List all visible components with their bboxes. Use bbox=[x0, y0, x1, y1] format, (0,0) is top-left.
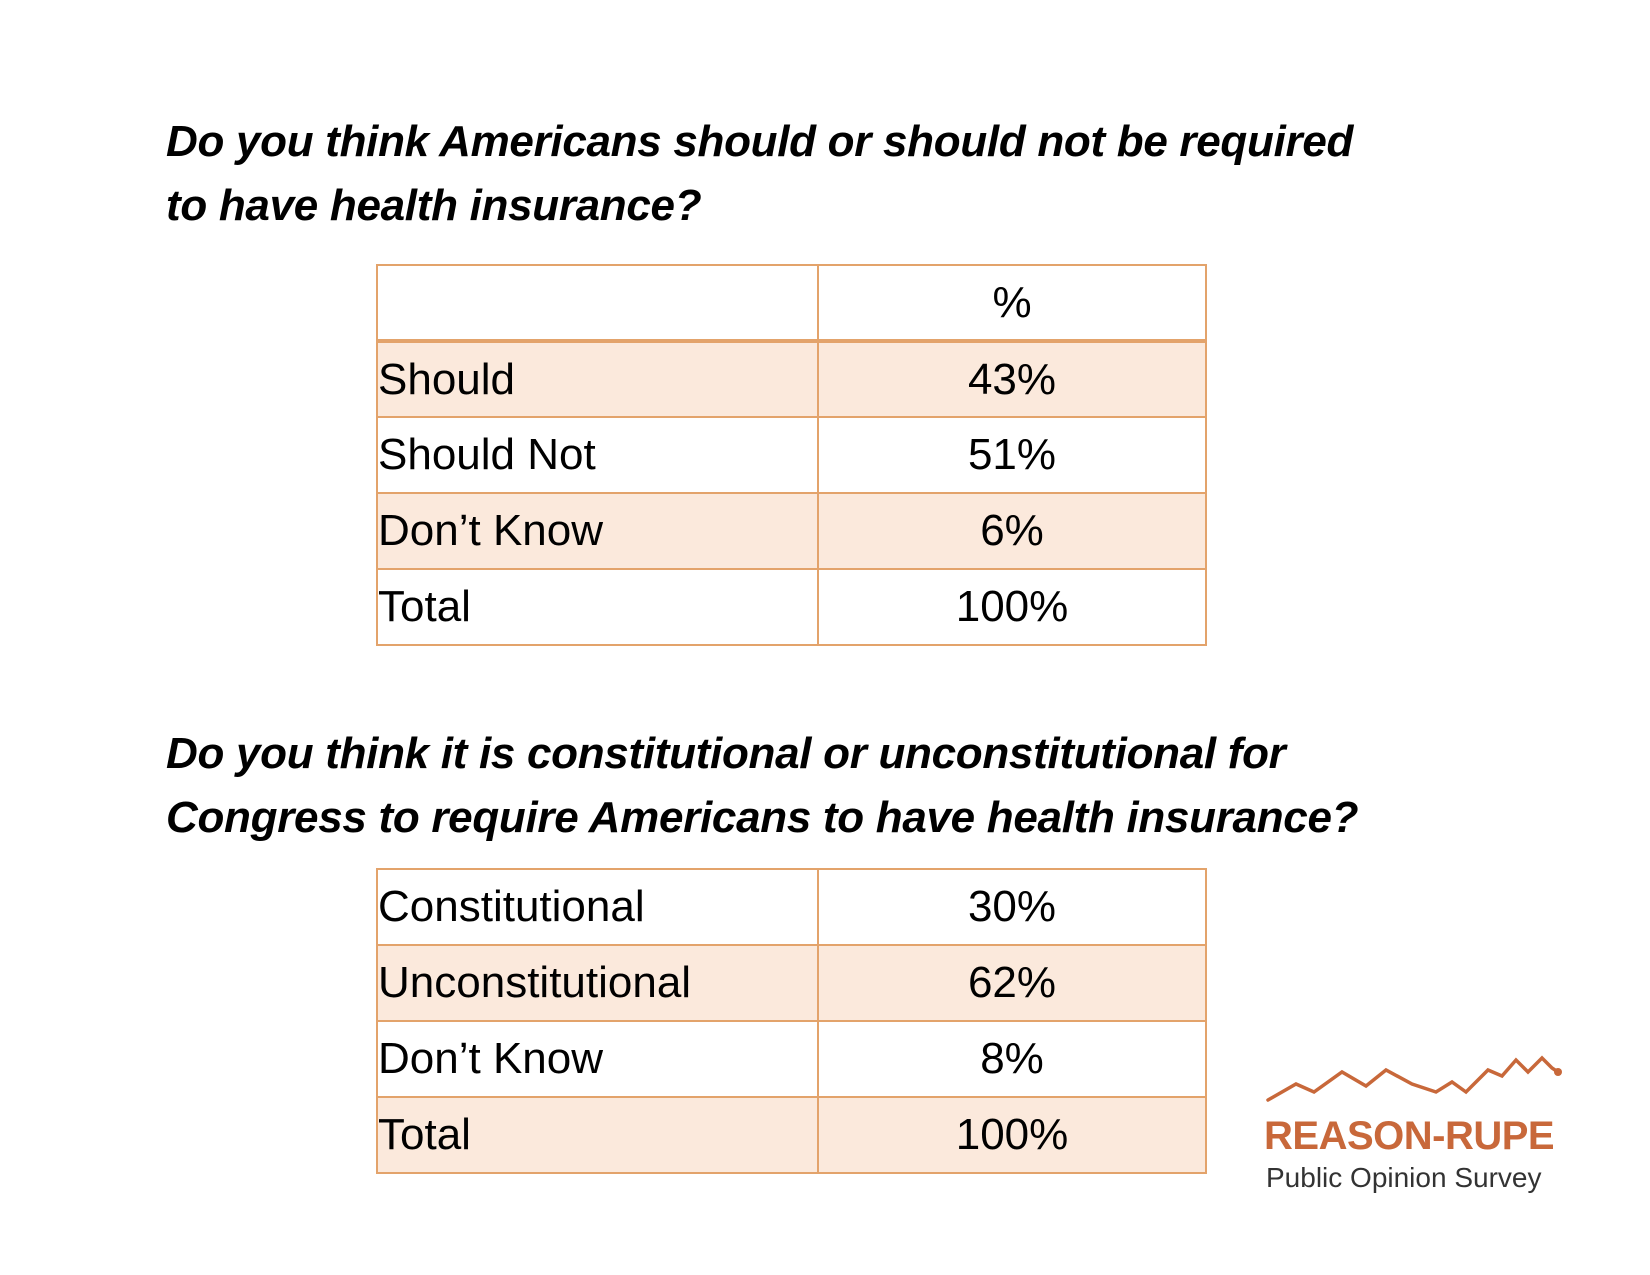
question-2-heading: Do you think it is constitutional or unc… bbox=[166, 722, 1359, 850]
row-label: Don’t Know bbox=[376, 492, 819, 570]
reason-rupe-logo: REASON-RUPE Public Opinion Survey bbox=[1262, 1048, 1562, 1198]
row-value: 51% bbox=[817, 416, 1207, 494]
table-row: Total 100% bbox=[376, 1096, 1207, 1174]
row-value: 6% bbox=[817, 492, 1207, 570]
header-percent: % bbox=[817, 264, 1207, 343]
question-1-heading: Do you think Americans should or should … bbox=[166, 110, 1353, 238]
question-1-line-1: Do you think Americans should or should … bbox=[166, 117, 1354, 166]
header-empty-cell bbox=[376, 264, 819, 343]
row-value: 30% bbox=[817, 868, 1207, 946]
row-value: 8% bbox=[817, 1020, 1207, 1098]
row-label: Unconstitutional bbox=[376, 944, 819, 1022]
row-value: 100% bbox=[817, 1096, 1207, 1174]
row-label: Total bbox=[376, 568, 819, 646]
table-row: Unconstitutional 62% bbox=[376, 944, 1207, 1022]
question-1-table: % Should 43% Should Not 51% Don’t Know 6… bbox=[376, 264, 1207, 646]
question-2-table: Constitutional 30% Unconstitutional 62% … bbox=[376, 868, 1207, 1174]
question-2-line-2: Congress to require Americans to have he… bbox=[166, 793, 1359, 842]
row-label: Constitutional bbox=[376, 868, 819, 946]
row-value: 43% bbox=[817, 340, 1207, 418]
table-row: Total 100% bbox=[376, 568, 1207, 646]
row-label: Total bbox=[376, 1096, 819, 1174]
logo-subtitle: Public Opinion Survey bbox=[1266, 1162, 1542, 1193]
table-row: Don’t Know 6% bbox=[376, 492, 1207, 570]
question-1-line-2: to have health insurance? bbox=[166, 181, 702, 230]
row-value: 62% bbox=[817, 944, 1207, 1022]
question-2-line-1: Do you think it is constitutional or unc… bbox=[166, 729, 1286, 778]
table-header-row: % bbox=[376, 264, 1207, 343]
row-label: Don’t Know bbox=[376, 1020, 819, 1098]
table-row: Don’t Know 8% bbox=[376, 1020, 1207, 1098]
logo-brand-text: REASON-RUPE bbox=[1264, 1114, 1555, 1158]
mountain-line-chart-icon bbox=[1266, 1055, 1562, 1102]
table-row: Should 43% bbox=[376, 340, 1207, 418]
row-value: 100% bbox=[817, 568, 1207, 646]
table-row: Constitutional 30% bbox=[376, 868, 1207, 946]
table-row: Should Not 51% bbox=[376, 416, 1207, 494]
row-label: Should bbox=[376, 340, 819, 418]
row-label: Should Not bbox=[376, 416, 819, 494]
